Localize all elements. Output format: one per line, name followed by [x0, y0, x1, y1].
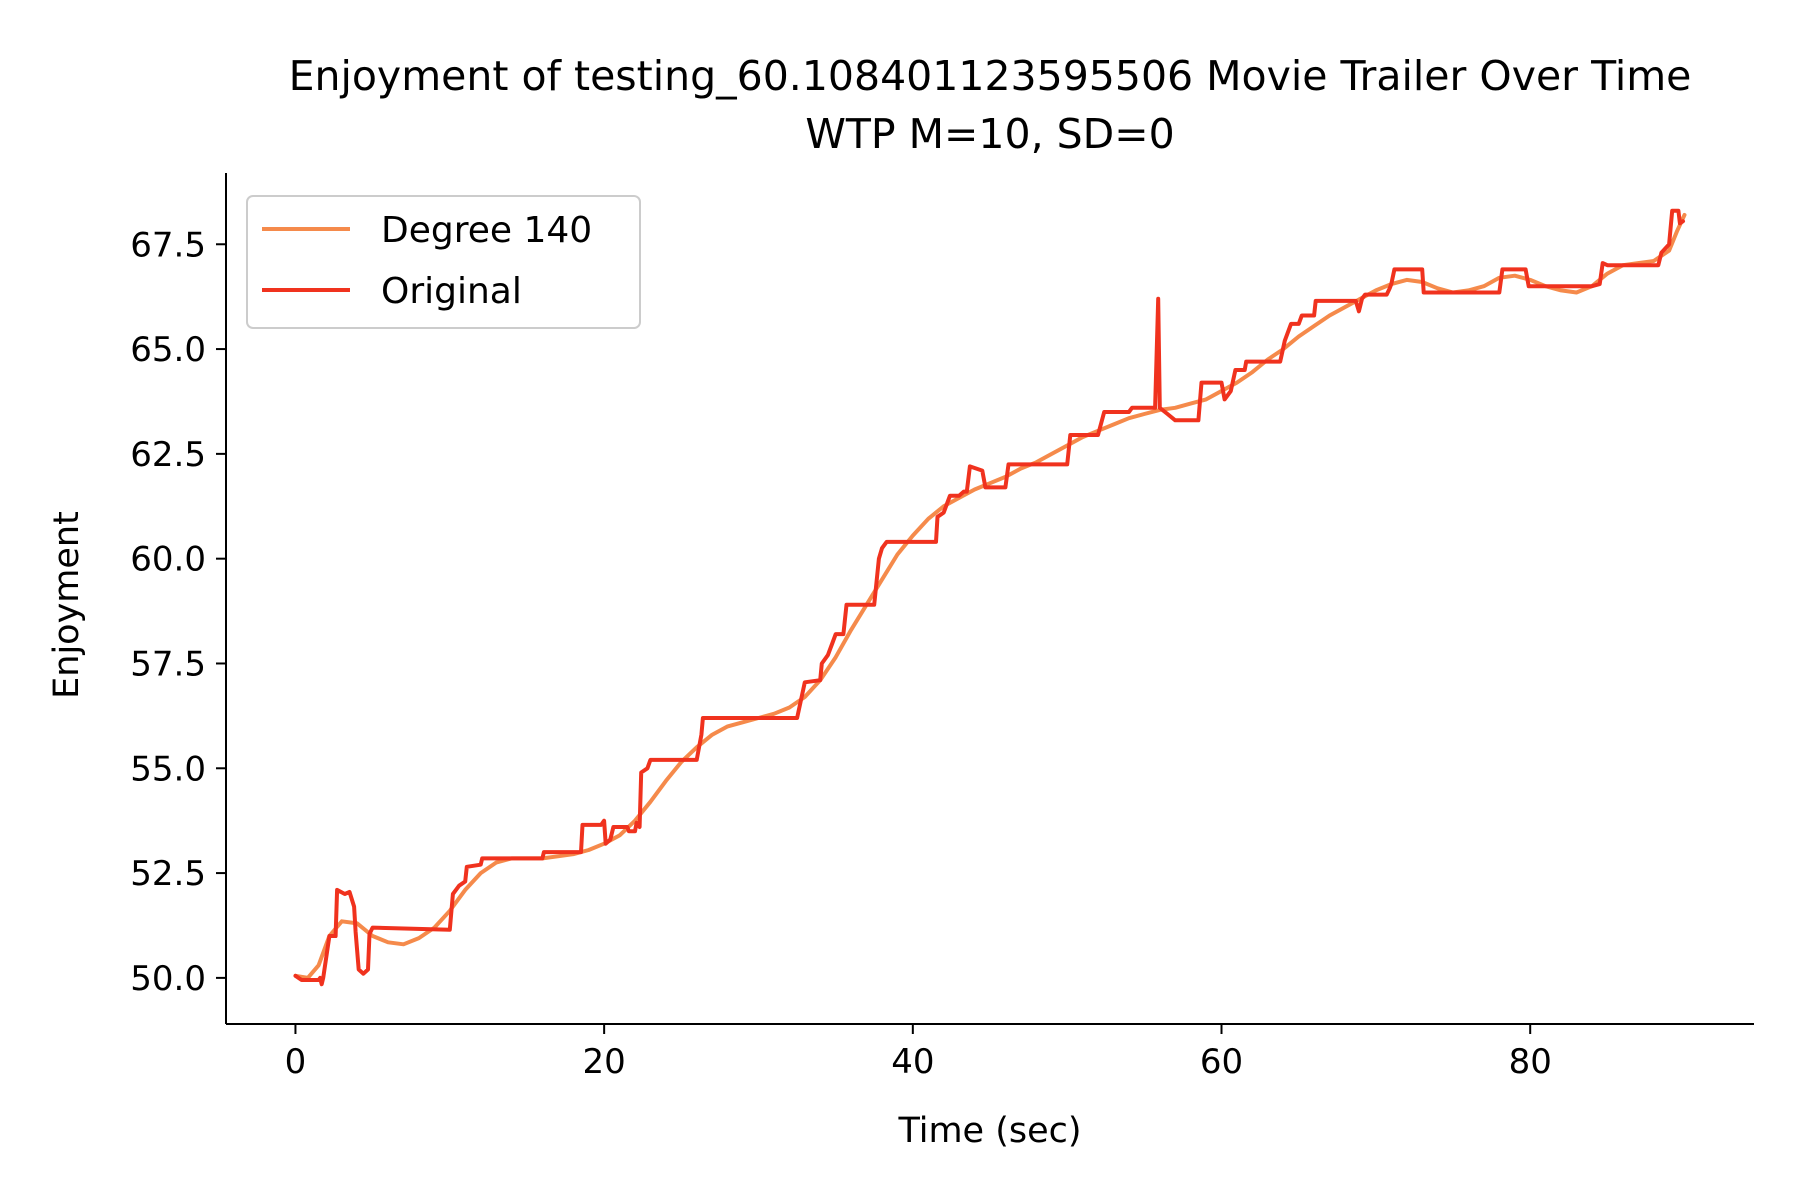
series-layer	[293, 208, 1687, 987]
x-tick-label: 40	[891, 1042, 934, 1082]
legend: Degree 140 Original	[246, 195, 641, 329]
series-line-original	[293, 208, 1685, 987]
y-tick-label: 62.5	[130, 435, 206, 475]
y-tick-label: 50.0	[130, 959, 206, 999]
y-tick-label: 52.5	[130, 854, 206, 894]
x-tick-label: 0	[285, 1042, 307, 1082]
x-axis-ticks: 0 20 40 60 80	[285, 1024, 1552, 1082]
x-tick-label: 60	[1200, 1042, 1243, 1082]
x-tick-label: 20	[583, 1042, 626, 1082]
legend-label-degree-140: Degree 140	[381, 210, 592, 251]
y-axis-label: Enjoyment	[47, 511, 87, 699]
x-axis-label: Time (sec)	[897, 1111, 1081, 1151]
y-tick-label: 60.0	[130, 540, 206, 580]
x-tick-label: 80	[1509, 1042, 1552, 1082]
y-axis-ticks: 50.0 52.5 55.0 57.5 60.0 62.5 65.0 67.5	[130, 225, 226, 999]
y-tick-label: 57.5	[130, 644, 206, 684]
legend-label-original: Original	[381, 271, 522, 312]
y-tick-label: 55.0	[130, 749, 206, 789]
chart-title: Enjoyment of testing_60.108401123595506 …	[289, 52, 1692, 100]
chart-subtitle: WTP M=10, SD=0	[805, 110, 1174, 158]
y-tick-label: 67.5	[130, 225, 206, 265]
y-tick-label: 65.0	[130, 330, 206, 370]
